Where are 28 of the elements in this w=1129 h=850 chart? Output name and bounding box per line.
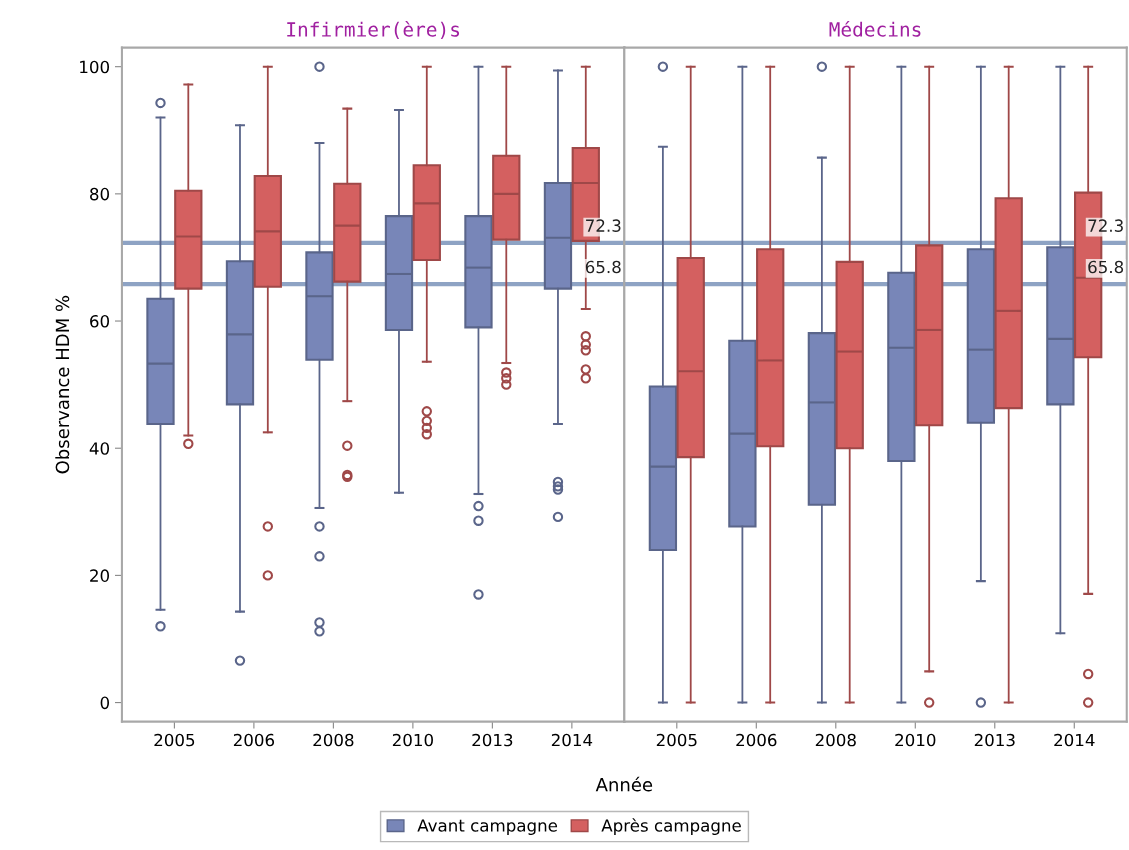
y-tick-label: 0 [100,696,110,710]
x-tick-label: 2008 [815,733,856,747]
chart-title: Infirmier(ère)s [287,20,460,40]
x-tick-label: 2014 [551,733,593,747]
legend-label: Avant campagne [417,819,558,835]
x-tick-label: 2005 [656,733,697,747]
y-axis-title: Observance HDM % [55,295,70,474]
x-tick-label: 2010 [392,733,433,747]
x-tick-label: 2013 [472,733,513,747]
x-tick-label: 2014 [1054,733,1095,747]
x-axis-title: Année [595,776,653,792]
x-tick-label: 2006 [736,733,777,747]
y-tick-label: 20 [90,569,110,582]
ref-line-label: 65.8 [1088,260,1124,274]
y-tick-label: 40 [89,442,110,455]
x-tick-label: 2013 [974,733,1015,747]
chart-title: Médecins [829,20,921,37]
ref-line-label: 72.3 [586,219,621,232]
x-tick-label: 2010 [895,733,936,747]
y-tick-label: 80 [90,187,110,201]
ref-line-label: 65.8 [585,260,621,274]
y-tick-label: 100 [80,60,110,74]
x-tick-label: 2008 [313,733,354,747]
legend-label: Après campagne [601,818,741,835]
x-tick-label: 2006 [233,733,275,747]
x-tick-label: 2005 [154,733,195,747]
ref-line-label: 72.3 [1088,219,1123,232]
y-tick-label: 60 [90,315,110,328]
